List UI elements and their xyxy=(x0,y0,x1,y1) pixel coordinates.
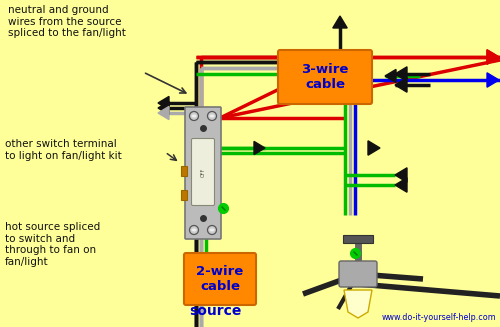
FancyBboxPatch shape xyxy=(184,253,256,305)
Polygon shape xyxy=(158,101,169,114)
FancyBboxPatch shape xyxy=(192,139,214,205)
Polygon shape xyxy=(395,168,407,182)
Bar xyxy=(181,166,187,176)
Polygon shape xyxy=(487,73,499,87)
FancyBboxPatch shape xyxy=(278,50,372,104)
Polygon shape xyxy=(158,96,169,110)
Text: www.do-it-yourself-help.com: www.do-it-yourself-help.com xyxy=(382,313,496,322)
Polygon shape xyxy=(395,67,407,81)
Polygon shape xyxy=(487,50,499,64)
Polygon shape xyxy=(395,178,407,192)
Polygon shape xyxy=(158,106,169,120)
Circle shape xyxy=(190,226,198,234)
Text: other switch terminal
to light on fan/light kit: other switch terminal to light on fan/li… xyxy=(5,139,122,161)
Polygon shape xyxy=(254,141,265,155)
Text: OFF: OFF xyxy=(200,167,205,177)
Polygon shape xyxy=(385,69,396,83)
Polygon shape xyxy=(333,16,347,28)
Bar xyxy=(181,190,187,200)
FancyBboxPatch shape xyxy=(339,261,377,287)
Bar xyxy=(343,235,373,243)
Circle shape xyxy=(208,112,216,121)
FancyBboxPatch shape xyxy=(185,107,221,239)
Ellipse shape xyxy=(210,229,214,232)
Text: 3-wire
cable: 3-wire cable xyxy=(302,63,348,91)
Text: hot source spliced
to switch and
through to fan on
fan/light: hot source spliced to switch and through… xyxy=(5,222,100,267)
Text: source: source xyxy=(189,304,241,318)
Text: 2-wire
cable: 2-wire cable xyxy=(196,265,244,293)
Polygon shape xyxy=(368,141,380,155)
Ellipse shape xyxy=(210,114,214,117)
Ellipse shape xyxy=(192,114,196,117)
Circle shape xyxy=(208,226,216,234)
Ellipse shape xyxy=(192,229,196,232)
Text: neutral and ground
wires from the source
spliced to the fan/light: neutral and ground wires from the source… xyxy=(8,5,126,38)
Polygon shape xyxy=(344,290,372,318)
Circle shape xyxy=(190,112,198,121)
Polygon shape xyxy=(395,78,407,92)
Polygon shape xyxy=(487,50,499,64)
